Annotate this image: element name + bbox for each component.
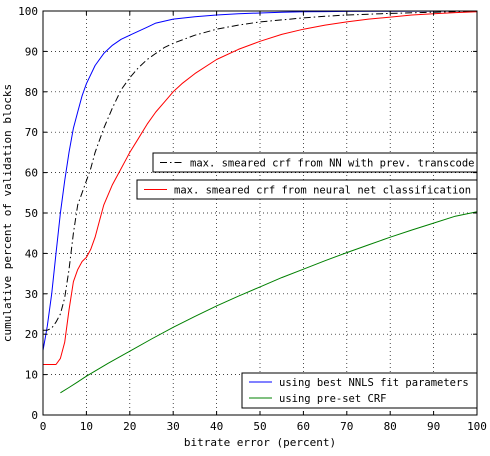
y-tick-label: 80 (25, 86, 38, 99)
series-line-2 (43, 11, 478, 365)
series-line-3 (60, 211, 478, 394)
x-tick-label: 60 (297, 420, 310, 433)
legend-label: using pre-set CRF (279, 393, 386, 405)
y-tick-label: 30 (25, 288, 38, 301)
y-tick-label: 100 (18, 5, 38, 18)
legend-box (152, 152, 478, 173)
y-tick-label: 50 (25, 207, 38, 220)
legends: max. smeared crf from NN with prev. tran… (136, 152, 478, 409)
x-tick-label: 40 (210, 420, 223, 433)
y-tick-label: 40 (25, 247, 38, 260)
x-tick-label: 50 (253, 420, 266, 433)
y-tick-label: 60 (25, 167, 38, 180)
legend-box (241, 372, 478, 409)
legend-label: max. smeared crf from NN with prev. tran… (190, 158, 474, 170)
x-tick-label: 100 (467, 420, 487, 433)
y-tick-label: 0 (31, 409, 38, 422)
ticks: 0 10 20 30 40 50 60 70 80 90 100 0 10 20 30 40 50 60 70 80 9… (18, 5, 487, 433)
x-tick-label: 90 (427, 420, 440, 433)
x-tick-label: 20 (123, 420, 136, 433)
x-tick-label: 10 (80, 420, 93, 433)
x-tick-label: 70 (340, 420, 353, 433)
grid (43, 11, 477, 415)
x-tick-label: 30 (167, 420, 180, 433)
series-layer (42, 10, 478, 394)
y-tick-label: 20 (25, 328, 38, 341)
legend-box (136, 179, 478, 200)
legend-label: using best NNLS fit parameters (279, 377, 469, 389)
series-line-1 (43, 10, 478, 331)
legend-label: max. smeared crf from neural net classif… (174, 185, 471, 197)
x-axis-label: bitrate error (percent) (184, 436, 336, 449)
y-tick-label: 90 (25, 45, 38, 58)
y-tick-label: 70 (25, 126, 38, 139)
x-tick-label: 80 (384, 420, 397, 433)
series-line-0 (42, 10, 478, 351)
x-tick-label: 0 (40, 420, 47, 433)
y-axis-label: cumulative percent of validation blocks (1, 84, 14, 342)
y-tick-label: 10 (25, 369, 38, 382)
